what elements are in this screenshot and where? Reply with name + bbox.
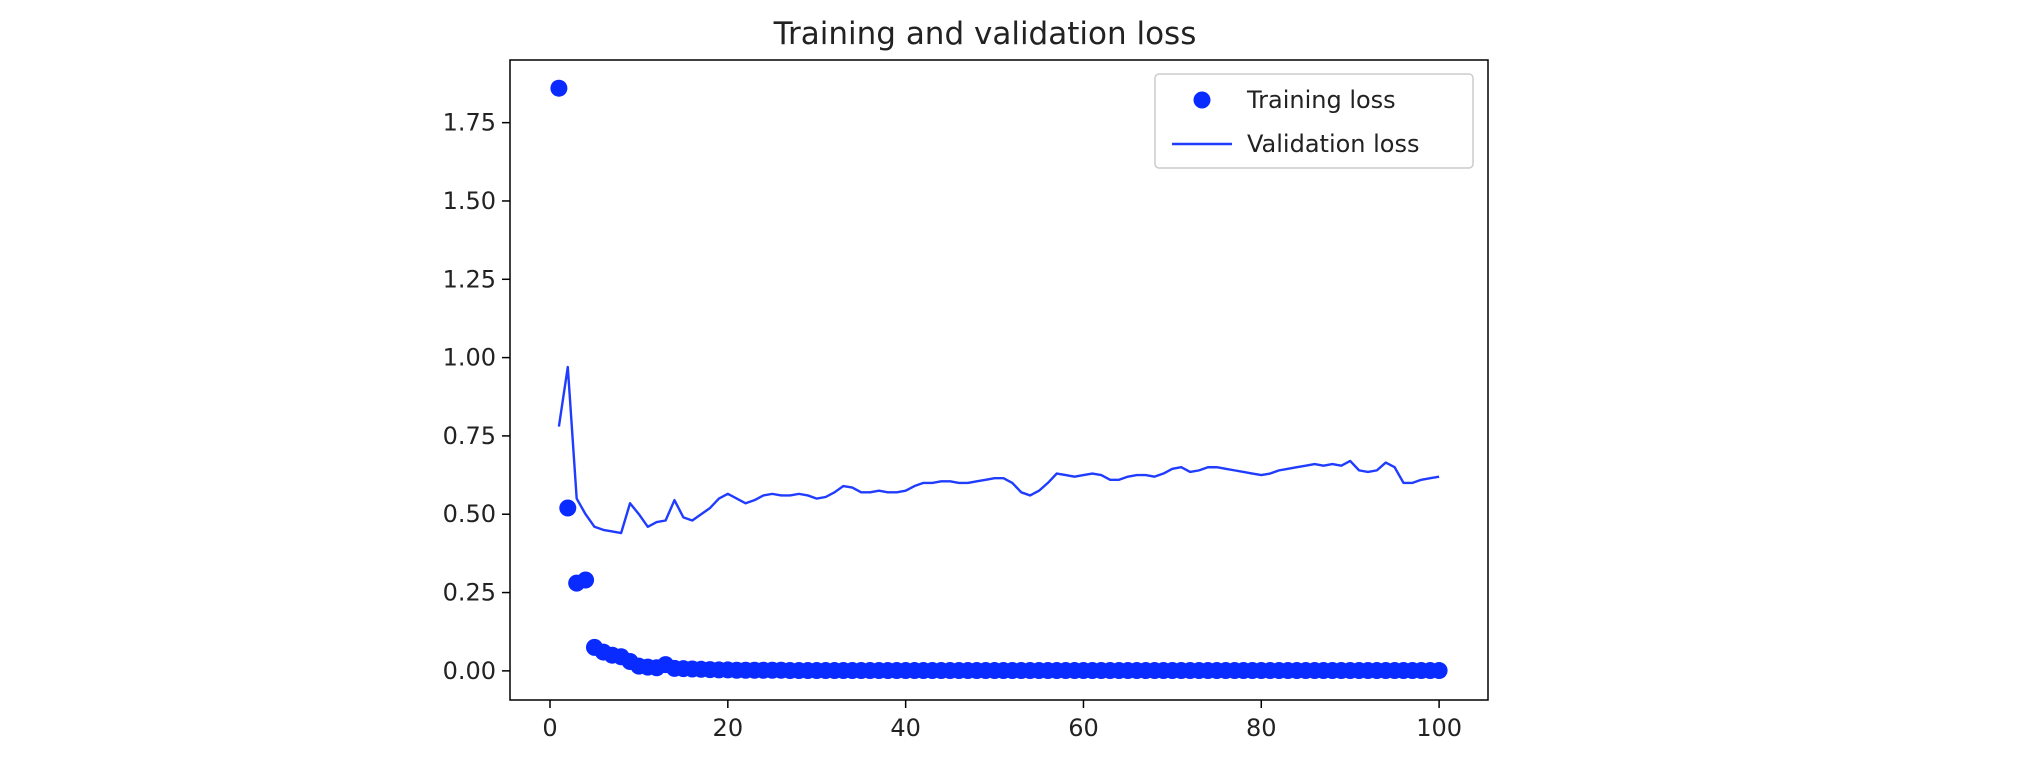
chart-title: Training and validation loss [773, 16, 1197, 52]
x-tick-label: 40 [890, 714, 921, 742]
legend-box [1154, 73, 1474, 169]
training-loss-point [550, 79, 568, 97]
y-tick-label: 0.75 [443, 422, 496, 450]
x-tick-label: 20 [713, 714, 744, 742]
x-tick-label: 100 [1416, 714, 1462, 742]
x-tick-label: 60 [1068, 714, 1099, 742]
y-tick-label: 0.00 [443, 657, 496, 685]
legend-label-training: Training loss [1246, 86, 1396, 114]
legend: Training loss Validation loss [1154, 73, 1474, 169]
y-tick-label: 1.25 [443, 265, 496, 293]
plot-area [550, 79, 1448, 680]
training-loss-point [1430, 662, 1448, 680]
x-axis: 0 20 40 60 80 100 [542, 700, 1462, 742]
x-tick-label: 80 [1246, 714, 1277, 742]
axes-frame [509, 59, 1489, 701]
x-tick-label: 0 [542, 714, 557, 742]
legend-label-validation: Validation loss [1247, 130, 1420, 158]
y-axis: 0.00 0.25 0.50 0.75 1.00 1.25 1.50 1.75 [443, 109, 510, 685]
y-tick-label: 1.50 [443, 187, 496, 215]
validation-loss-line [557, 365, 1440, 535]
training-loss-point [559, 499, 577, 517]
y-tick-label: 1.75 [443, 109, 496, 137]
y-tick-label: 0.25 [443, 579, 496, 607]
training-loss-point [577, 571, 595, 589]
y-tick-label: 1.00 [443, 344, 496, 372]
legend-marker-training [1193, 91, 1211, 109]
y-tick-label: 0.50 [443, 500, 496, 528]
